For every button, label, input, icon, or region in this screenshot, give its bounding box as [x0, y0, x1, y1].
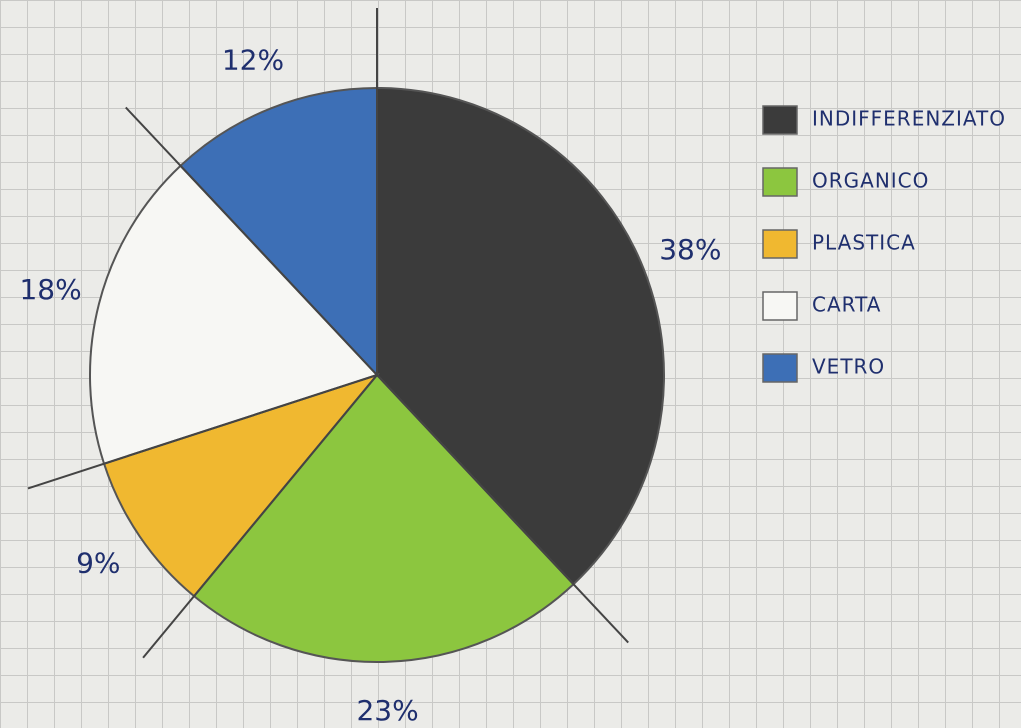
value-label: 9% — [76, 546, 120, 579]
value-label: 12% — [222, 44, 284, 77]
pie-slice — [192, 373, 575, 663]
guide-line — [125, 106, 378, 376]
legend-swatch — [762, 353, 798, 383]
legend-swatch — [762, 291, 798, 321]
guide-line — [27, 374, 378, 490]
legend-swatch — [762, 167, 798, 197]
legend-label: ORGANICO — [812, 169, 929, 193]
guide-line — [376, 374, 629, 644]
pie-slice — [179, 86, 378, 378]
value-label: 38% — [659, 233, 721, 266]
legend-label: INDIFFERENZIATO — [812, 107, 1006, 131]
legend-label: CARTA — [812, 293, 881, 317]
pie-slice — [102, 372, 380, 598]
pie-slice — [376, 86, 665, 586]
legend-label: VETRO — [812, 355, 885, 379]
value-label: 23% — [356, 694, 418, 727]
guide-line — [142, 374, 378, 659]
pie-slice — [89, 164, 379, 465]
legend-swatch — [762, 229, 798, 259]
legend-swatch — [762, 105, 798, 135]
value-label: 18% — [19, 273, 81, 306]
legend-label: PLASTICA — [812, 231, 916, 255]
